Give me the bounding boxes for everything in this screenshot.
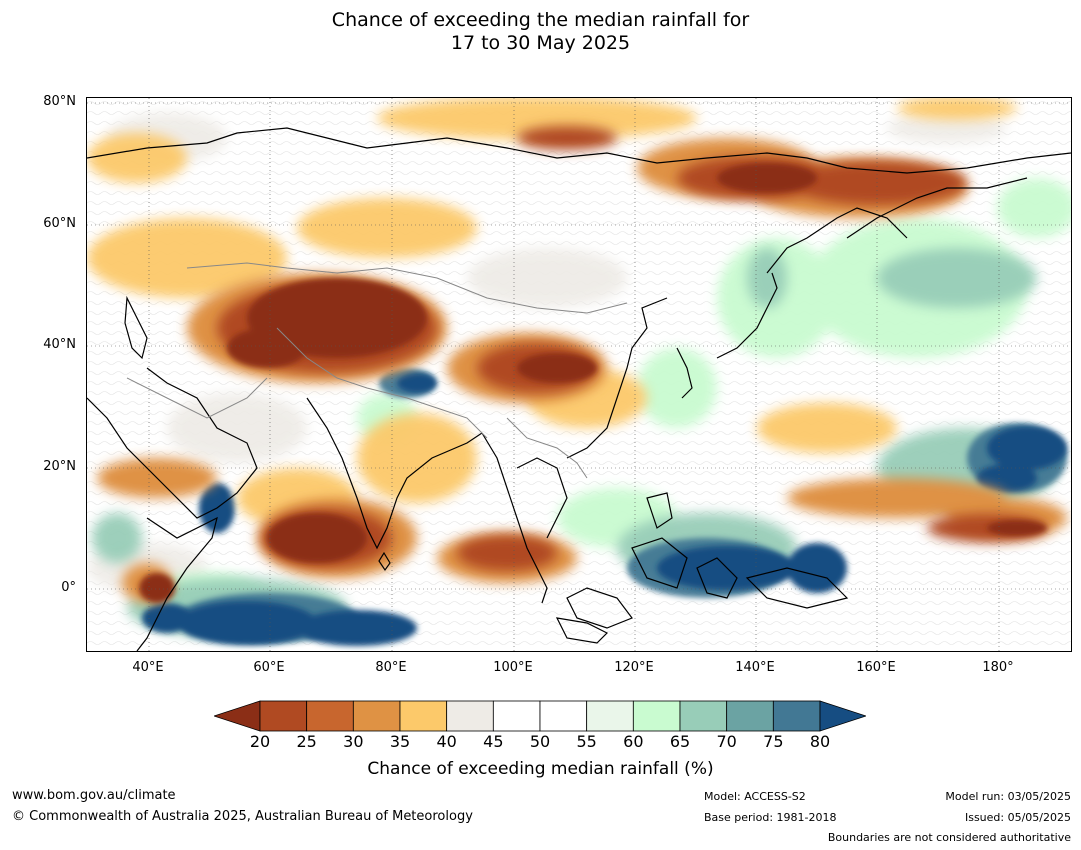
- colorbar-segment: [399, 700, 448, 732]
- coastlines: [87, 127, 1071, 651]
- map-title: Chance of exceeding the median rainfall …: [0, 9, 1081, 55]
- lat-label-0: 0°: [61, 580, 76, 595]
- lat-label-80n: 80°N: [43, 94, 76, 109]
- colorbar-segment: [259, 700, 308, 732]
- lon-label-80e: 80°E: [375, 660, 407, 675]
- lon-label-160e: 160°E: [856, 660, 896, 675]
- title-line-1: Chance of exceeding the median rainfall …: [331, 9, 750, 31]
- colorbar-segment: [632, 700, 681, 732]
- map-canvas: [87, 98, 1071, 651]
- lat-label-40n: 40°N: [43, 337, 76, 352]
- lon-label-60e: 60°E: [253, 660, 285, 675]
- colorbar-tick-label: 30: [343, 732, 364, 751]
- boundary-disclaimer: Boundaries are not considered authoritat…: [827, 831, 1071, 844]
- colorbar-tick-label: 50: [529, 732, 551, 751]
- rainfall-map: [86, 97, 1072, 652]
- model-name: Model: ACCESS-S2: [704, 790, 806, 803]
- colorbar-segment: [679, 700, 728, 732]
- colorbar-tick-label: 70: [716, 732, 737, 751]
- colorbar-segment: [492, 700, 541, 732]
- colorbar-tick-label: 25: [296, 732, 317, 751]
- lon-label-140e: 140°E: [735, 660, 775, 675]
- colorbar-over-triangle: [819, 700, 868, 732]
- colorbar-svg: [212, 700, 868, 732]
- colorbar-segment: [446, 700, 494, 732]
- colorbar-segment: [539, 700, 588, 732]
- colorbar-segment: [352, 700, 401, 732]
- lat-label-20n: 20°N: [43, 459, 76, 474]
- colorbar-tick-label: 55: [576, 732, 597, 751]
- colorbar-segment: [726, 700, 774, 732]
- website-url[interactable]: www.bom.gov.au/climate: [12, 788, 176, 803]
- country-borders: [126, 262, 628, 479]
- title-line-2: 17 to 30 May 2025: [450, 32, 631, 54]
- light-orange-patches: [87, 98, 1017, 528]
- model-run-date: Model run: 03/05/2025: [945, 790, 1071, 803]
- colorbar-tick-label: 60: [623, 732, 644, 751]
- colorbar-segment: [772, 700, 821, 732]
- issued-date: Issued: 05/05/2025: [964, 811, 1071, 824]
- colorbar-tick-label: 35: [389, 732, 411, 751]
- graticule: [87, 98, 1071, 651]
- copyright: © Commonwealth of Australia 2025, Austra…: [12, 809, 473, 824]
- colorbar-tick-label: 80: [809, 732, 831, 751]
- colorbar-tick-label: 75: [763, 732, 784, 751]
- colorbar-tick-label: 45: [483, 732, 504, 751]
- colorbar-tick-label: 20: [249, 732, 271, 751]
- colorbar-tick-label: 40: [436, 732, 457, 751]
- lon-label-120e: 120°E: [614, 660, 654, 675]
- colorbar-segment: [306, 700, 354, 732]
- base-period: Base period: 1981-2018: [704, 811, 837, 824]
- lon-label-180: 180°: [982, 660, 1014, 675]
- lon-label-40e: 40°E: [132, 660, 164, 675]
- colorbar-label: Chance of exceeding median rainfall (%): [367, 759, 714, 779]
- colorbar-tick-label: 65: [669, 732, 691, 751]
- dark-brown-patches: [139, 163, 1047, 603]
- colorbar-under-triangle: [212, 700, 261, 732]
- colorbar: [212, 700, 868, 732]
- lat-label-60n: 60°N: [43, 216, 76, 231]
- colorbar-segment: [586, 700, 634, 732]
- lon-label-100e: 100°E: [493, 660, 533, 675]
